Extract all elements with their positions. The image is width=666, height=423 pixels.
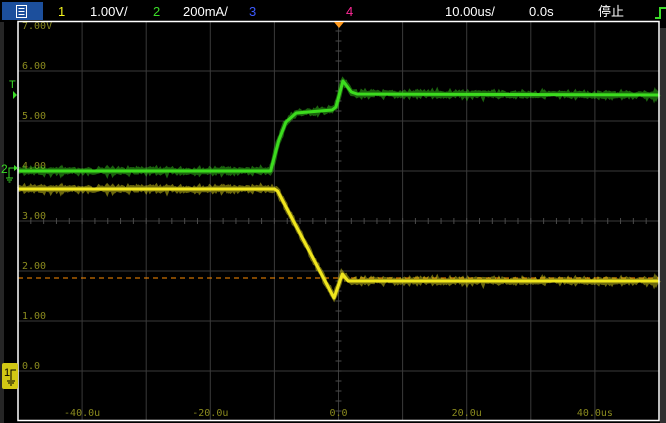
- y-tick-label: 4.00: [22, 161, 46, 172]
- menu-button[interactable]: [2, 2, 43, 20]
- traces: [16, 76, 661, 303]
- x-tick-label: -20.0u: [192, 408, 228, 419]
- x-tick-label: 20.0u: [452, 408, 482, 419]
- ch1-marker-label: 1: [4, 367, 10, 379]
- ch3-label[interactable]: 3: [249, 4, 256, 19]
- header-bar: [0, 0, 666, 21]
- ch2-scale[interactable]: 200mA/: [183, 4, 228, 19]
- x-tick-label: 40.0us: [577, 408, 613, 419]
- timebase-value[interactable]: 10.00us/: [445, 4, 495, 19]
- ground-icon: [7, 369, 16, 386]
- run-state[interactable]: 停止: [598, 4, 624, 19]
- ch1-label[interactable]: 1: [58, 4, 65, 19]
- rising-edge-trigger-icon[interactable]: [655, 7, 666, 19]
- ch1-scale[interactable]: 1.00V/: [90, 4, 128, 19]
- x-tick-label: 0.0: [329, 408, 347, 419]
- trigger-level-arrow-icon: [13, 91, 17, 99]
- y-tick-label: 0.0: [22, 361, 40, 372]
- x-tick-label: -40.0u: [64, 408, 100, 419]
- trigger-position-marker[interactable]: [334, 22, 344, 28]
- ground-icon: [6, 167, 14, 183]
- y-tick-label: 1.00: [22, 311, 46, 322]
- menu-list-icon: [16, 5, 27, 18]
- marker-gutter: [4, 22, 17, 423]
- ch2-marker-label: 2: [1, 162, 8, 176]
- trigger-level-marker[interactable]: T: [9, 79, 17, 99]
- ch1-ground-marker[interactable]: 1: [2, 363, 18, 389]
- ch2-marker-arrow-icon: [14, 165, 18, 171]
- trigger-marker-label: T: [9, 79, 16, 91]
- left-strip: [0, 22, 4, 423]
- delay-value[interactable]: 0.0s: [529, 4, 554, 19]
- y-tick-label: 6.00: [22, 61, 46, 72]
- graticule: [18, 21, 659, 421]
- y-tick-label: 3.00: [22, 211, 46, 222]
- y-tick-label: 7.00V: [22, 21, 52, 32]
- y-tick-label: 2.00: [22, 261, 46, 272]
- graticule-frame: [17, 20, 660, 422]
- y-tick-label: 5.00: [22, 111, 46, 122]
- ch4-label[interactable]: 4: [346, 4, 353, 19]
- tick-labels: 7.00V 6.00 5.00 4.00 3.00 2.00 1.00 0.0 -40.0u -2…: [22, 21, 613, 419]
- ch2-ground-marker[interactable]: 2: [1, 162, 18, 183]
- ch2-label[interactable]: 2: [153, 4, 160, 19]
- scrollbar[interactable]: [660, 28, 666, 423]
